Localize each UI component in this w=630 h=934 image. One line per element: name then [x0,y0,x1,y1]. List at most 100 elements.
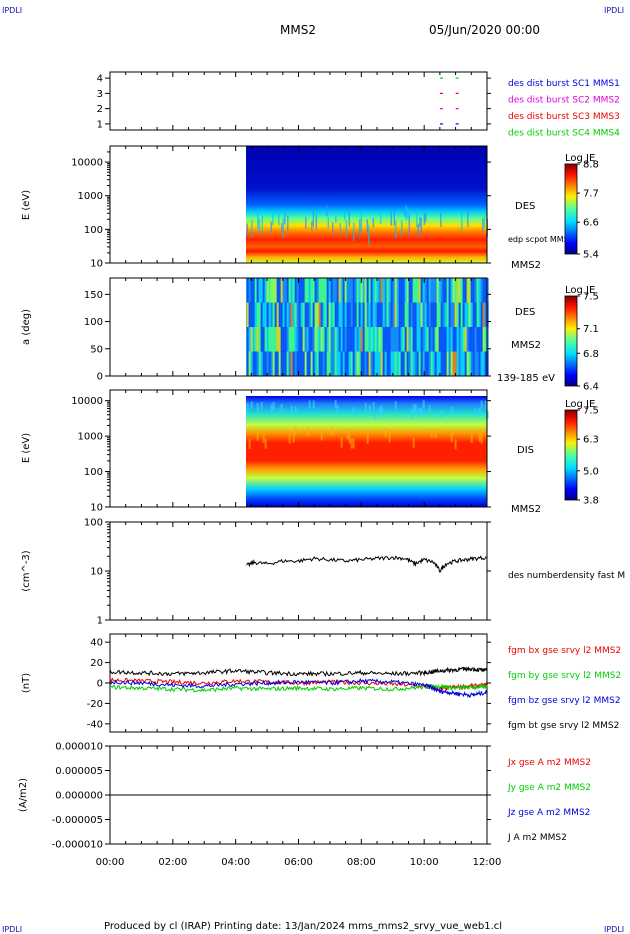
pitch-cell [340,302,343,328]
y-tick-label: 10 [90,259,103,270]
spectrogram-streak [287,215,289,232]
pitch-cell [438,327,441,352]
pitch-cell [448,327,451,352]
y-tick-label: 1 [97,119,103,130]
y-axis-label: (A/m2) [18,778,29,812]
pitch-cell [356,278,359,303]
y-tick-label: 10000 [71,396,103,407]
y-tick-label: 10000 [71,158,103,169]
burst-legend-entry: des dist burst SC3 MMS3 [508,112,620,122]
pitch-cell [320,327,323,352]
pitch-cell [478,351,481,377]
pitch-cell [342,302,345,328]
pitch-cell [266,278,269,303]
pitch-cell [466,278,469,303]
dis-streak [480,433,483,444]
pitch-cell [384,278,387,303]
pitch-cell [360,351,363,377]
pitch-cell [366,302,369,328]
y-tick-label: 0 [97,372,103,383]
pitch-cell [302,327,305,352]
pitch-cell [280,278,283,303]
pitch-cell [320,302,323,328]
pitch-cell [446,351,449,377]
pitch-cell [370,351,373,377]
spectrogram-streak [368,224,370,245]
pitch-cell [354,302,357,328]
pitch-cell [482,351,485,377]
pitch-cell [350,327,353,352]
pitch-cell [428,302,431,328]
panel-des-energy: 10 100 1000 10000 E (eV) DES edp scpot MMS2… [21,145,599,271]
pitch-cell [460,278,463,303]
series-line [109,677,488,699]
x-tick-label: 06:00 [284,857,313,868]
pitch-cell [352,302,355,328]
y-tick-label: 10 [90,567,103,578]
pitch-cell [348,351,351,377]
pitch-cell [400,327,403,352]
pitch-cell [300,302,303,328]
dis-streak [340,437,343,448]
pitch-cell [446,327,449,352]
y-tick-label: -40 [87,719,103,730]
pitch-cell [392,278,395,303]
pitch-cell [338,278,341,303]
time-axis-labels: 00:00 02:00 04:00 06:00 08:00 10:00 12:00 [96,857,502,868]
pitch-cell [464,302,467,328]
y-tick-label: 100 [84,225,103,236]
pitch-cell [276,327,279,352]
pitch-cell [388,278,391,303]
pitch-cell [378,278,381,303]
colorbar-tick-label: 7.5 [583,292,599,303]
pitch-cell [368,278,371,303]
pitch-cell [246,327,249,352]
pitch-cell [312,327,315,352]
spectrogram-streak [425,213,427,223]
pitch-cell [374,351,377,377]
pitch-cell [450,327,453,352]
pitch-cell [446,278,449,303]
series-line [109,683,488,693]
dis-streak [428,405,431,414]
pitch-cell [442,351,445,377]
dis-streak [294,406,297,415]
spectrogram-streak [272,213,274,226]
pitch-cell [334,351,337,377]
pitch-cell [332,327,335,352]
pitch-cell [290,302,293,328]
y-tick-label: -0.000005 [52,815,103,826]
pitch-cell [466,302,469,328]
pitch-cell [448,278,451,303]
pitch-cell [384,327,387,352]
dis-streak [450,406,453,415]
pitch-cell [290,278,293,303]
pitch-cell [382,327,385,352]
pitch-cell [484,302,487,328]
pitch-cell [474,302,477,328]
pitch-cell [274,351,277,377]
pitch-cell [362,327,365,352]
pitch-cell [288,327,291,352]
pitch-cell [388,302,391,328]
dis-streak [478,407,481,416]
pitch-cell [256,278,259,303]
dis-streak [262,432,265,443]
dis-streak [412,404,415,413]
footer-credit: Produced by cl (IRAP) Printing date: 13/… [104,921,502,932]
pitch-cell [462,302,465,328]
pitch-cell [286,278,289,303]
dis-streak [348,433,351,444]
pitch-cell [406,351,409,377]
pitch-cell [304,351,307,377]
colorbar-scale [564,163,578,255]
pitch-cell [416,302,419,328]
pitch-cell [344,302,347,328]
y-tick-label: 4 [97,74,103,85]
pitch-cell [362,278,365,303]
pitch-cell [324,278,327,303]
pitch-cell [318,327,321,352]
dis-streak [366,433,369,444]
pitch-cell [272,302,275,328]
pitch-cell [482,327,485,352]
